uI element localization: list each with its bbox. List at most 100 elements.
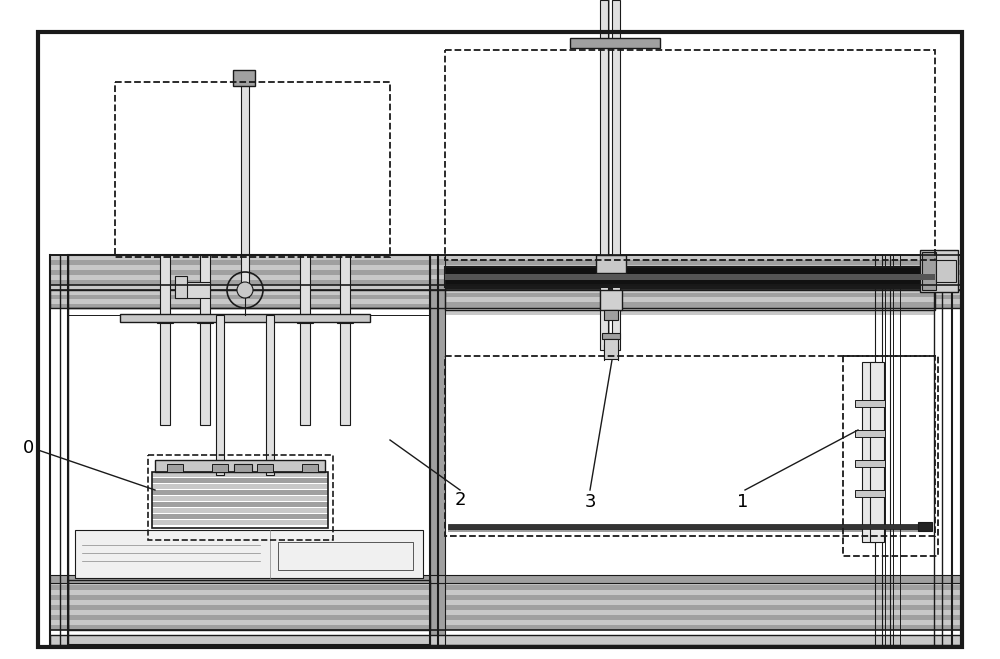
Bar (445, 356, 935, 536)
Bar (50, 605, 962, 610)
Bar (870, 362, 884, 542)
Circle shape (237, 282, 253, 298)
Bar (50, 610, 962, 615)
Bar (50, 280, 962, 285)
Bar (50, 625, 962, 630)
Bar (155, 460, 325, 472)
Bar (50, 299, 962, 304)
Bar (922, 252, 936, 290)
Bar (50, 290, 962, 295)
Bar (75, 530, 423, 578)
Bar (50, 620, 962, 625)
Bar (120, 314, 370, 322)
Bar (50, 280, 962, 284)
Bar (445, 293, 935, 297)
Bar (918, 522, 932, 531)
Bar (50, 255, 962, 285)
Bar (445, 311, 935, 314)
Bar (212, 464, 228, 472)
Bar (604, 50, 608, 350)
Bar (445, 303, 935, 306)
Bar (448, 524, 918, 529)
Bar (278, 542, 413, 570)
Bar (50, 255, 962, 260)
Bar (50, 270, 962, 275)
Text: 2: 2 (454, 491, 466, 509)
Bar (167, 464, 183, 472)
Bar (50, 580, 962, 585)
Bar (50, 255, 962, 259)
Bar (241, 82, 249, 297)
Bar (257, 464, 273, 472)
Bar (855, 460, 885, 467)
Bar (300, 255, 310, 425)
Bar (157, 315, 173, 323)
Bar (616, 0, 620, 350)
Bar (50, 575, 962, 583)
Bar (266, 315, 274, 475)
Bar (445, 295, 935, 299)
Bar (152, 490, 328, 495)
Bar (68, 580, 430, 585)
Bar (68, 585, 430, 590)
Bar (613, 50, 617, 350)
Bar (68, 595, 430, 600)
Bar (302, 464, 318, 472)
Bar (843, 356, 938, 556)
Bar (445, 274, 935, 280)
Bar (68, 590, 430, 595)
Text: 1: 1 (737, 493, 749, 511)
Bar (445, 308, 935, 312)
Bar (50, 635, 962, 645)
Bar (874, 362, 880, 542)
Bar (445, 288, 935, 292)
Bar (50, 265, 962, 270)
Bar (50, 275, 962, 280)
Bar (430, 255, 445, 645)
Bar (244, 82, 248, 297)
Bar (68, 625, 430, 630)
Bar (936, 260, 956, 282)
Bar (866, 362, 872, 542)
Bar (152, 514, 328, 519)
Bar (600, 290, 622, 310)
Text: 0: 0 (22, 439, 34, 457)
Bar (152, 520, 328, 525)
Bar (337, 315, 353, 323)
Bar (862, 362, 876, 542)
Bar (50, 255, 962, 290)
Bar (152, 478, 328, 483)
Bar (445, 307, 935, 310)
Bar (68, 615, 430, 620)
Bar (602, 333, 620, 339)
Bar (152, 508, 328, 513)
Bar (445, 288, 935, 310)
Bar (855, 490, 885, 497)
Bar (50, 275, 962, 279)
Bar (855, 430, 885, 437)
Bar (152, 496, 328, 501)
Bar (445, 267, 935, 287)
Bar (50, 304, 962, 308)
Bar (50, 595, 962, 600)
Bar (68, 620, 430, 625)
Bar (50, 290, 962, 308)
Bar (148, 455, 333, 540)
Bar (216, 315, 224, 475)
Bar (152, 502, 328, 507)
Bar (50, 270, 962, 274)
Bar (233, 70, 255, 86)
Bar (68, 600, 430, 605)
Bar (152, 472, 328, 528)
Bar (197, 315, 213, 323)
Bar (445, 299, 935, 302)
Bar (68, 580, 430, 630)
Bar (115, 82, 390, 257)
Bar (600, 0, 608, 350)
Bar (68, 610, 430, 615)
Bar (50, 260, 962, 264)
Text: 3: 3 (584, 493, 596, 511)
Bar (612, 0, 620, 350)
Bar (50, 590, 962, 595)
Bar (50, 615, 962, 620)
